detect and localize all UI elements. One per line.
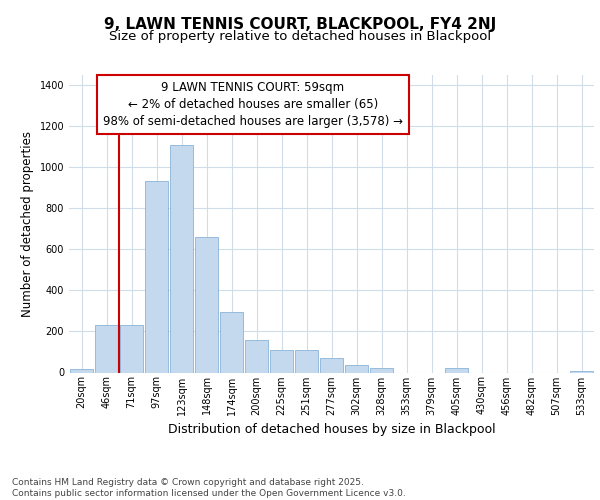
Bar: [170, 145, 193, 372]
Bar: [295, 350, 318, 372]
Bar: [145, 180, 168, 372]
Bar: [195, 237, 218, 372]
X-axis label: Distribution of detached houses by size in Blackpool: Distribution of detached houses by size …: [167, 423, 496, 436]
Bar: [220, 312, 243, 372]
Bar: [95, 325, 118, 372]
Text: Size of property relative to detached houses in Blackpool: Size of property relative to detached ho…: [109, 30, 491, 43]
Bar: [245, 340, 268, 372]
Bar: [70, 370, 93, 372]
Text: 9 LAWN TENNIS COURT: 59sqm
← 2% of detached houses are smaller (65)
98% of semi-: 9 LAWN TENNIS COURT: 59sqm ← 2% of detac…: [103, 81, 403, 128]
Text: 9, LAWN TENNIS COURT, BLACKPOOL, FY4 2NJ: 9, LAWN TENNIS COURT, BLACKPOOL, FY4 2NJ: [104, 18, 496, 32]
Bar: [345, 364, 368, 372]
Bar: [120, 325, 143, 372]
Bar: [445, 368, 468, 372]
Bar: [270, 350, 293, 372]
Bar: [370, 368, 393, 372]
Text: Contains HM Land Registry data © Crown copyright and database right 2025.
Contai: Contains HM Land Registry data © Crown c…: [12, 478, 406, 498]
Y-axis label: Number of detached properties: Number of detached properties: [21, 130, 34, 317]
Bar: [320, 358, 343, 372]
Bar: [570, 371, 593, 372]
